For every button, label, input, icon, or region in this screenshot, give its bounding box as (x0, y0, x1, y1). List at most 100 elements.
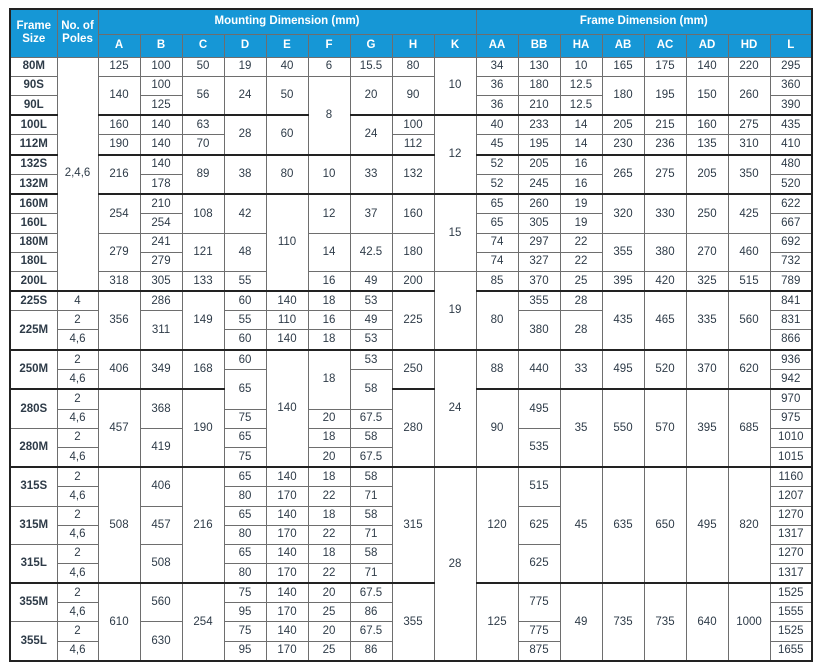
table-row: 280M 2 419 65 18 58 535 1010 (9, 427, 813, 468)
cell-frame: 80M (9, 56, 58, 77)
cell-frame: 280S (9, 388, 58, 429)
cell-L: 295 (769, 56, 813, 77)
cell-G: 49 (349, 310, 393, 331)
cell-HA: 14 (559, 113, 603, 136)
column-header-HA: HA (559, 33, 603, 58)
cell-poles: 2 (56, 621, 99, 642)
cell-C: 108 (181, 193, 225, 234)
column-header-B: B (139, 33, 183, 58)
cell-AB: 435 (601, 290, 645, 351)
cell-F: 6 (307, 56, 351, 77)
cell-B: 560 (139, 582, 183, 623)
cell-D: 24 (223, 75, 267, 116)
table-row: 80M 2,4,6 125 100 50 19 40 6 15.5 80 10 34 130 10 165 1… (9, 56, 813, 292)
cell-F: 12 (307, 193, 351, 234)
cell-L: 390 (769, 94, 813, 116)
cell-AD: 335 (685, 290, 729, 351)
cell-G: 15.5 (349, 56, 393, 77)
cell-AA: 120 (475, 466, 519, 584)
table-row: 160M 254 210 108 42 110 12 37 160 15 65 260 19 320 330… (9, 193, 813, 292)
cell-BB: 495 (517, 388, 561, 429)
cell-G: 20 (349, 75, 393, 116)
table-row: 315S 2 508 406 216 65 140 18 58 315 28 120 515 45 635 6… (9, 466, 813, 662)
cell-HA: 12.5 (559, 75, 603, 96)
cell-E: 170 (265, 562, 309, 584)
cell-AA: 88 (475, 348, 519, 390)
table-row: 160L 254 65 305 19 667 (9, 213, 813, 234)
cell-HD: 260 (727, 75, 771, 116)
cell-poles: 2 (56, 505, 99, 526)
table-row: 4,6 75 20 67.5 975 (10, 408, 813, 429)
cell-A: 140 (97, 75, 141, 116)
cell-F: 10 (307, 153, 351, 195)
cell-BB: 297 (517, 232, 561, 253)
cell-G: 53 (349, 348, 393, 371)
cell-L: 520 (769, 173, 813, 195)
cell-D: 65 (223, 427, 267, 448)
cell-A: 216 (97, 153, 141, 195)
cell-B: 311 (139, 310, 183, 351)
cell-F: 18 (307, 505, 351, 526)
cell-E: 140 (265, 348, 309, 468)
cell-D: 75 (223, 582, 267, 604)
cell-AC: 520 (643, 348, 687, 390)
cell-frame: 315M (9, 505, 58, 545)
cell-AD: 640 (685, 582, 729, 662)
cell-F: 20 (307, 582, 351, 604)
cell-F: 18 (307, 348, 351, 410)
cell-E: 170 (265, 524, 309, 545)
cell-poles: 2 (56, 543, 99, 564)
cell-A: 254 (97, 193, 141, 234)
cell-L: 480 (769, 153, 813, 175)
cell-D: 75 (223, 408, 267, 429)
cell-BB: 515 (517, 466, 561, 507)
cell-HA: 25 (559, 270, 603, 292)
cell-AB: 395 (601, 270, 645, 292)
cell-G: 58 (349, 427, 393, 448)
cell-E: 170 (265, 640, 309, 662)
cell-E: 140 (265, 621, 309, 642)
cell-AA: 85 (475, 270, 519, 292)
cell-AA: 90 (475, 388, 519, 468)
cell-HD: 275 (727, 113, 771, 136)
cell-G: 58 (349, 505, 393, 526)
cell-frame: 160M (9, 193, 58, 215)
cell-AD: 395 (685, 388, 729, 468)
column-header-L: L (769, 33, 813, 58)
table-row: 225S 4 356 286 149 60 140 18 53 225 80 355 28 435 465 3… (9, 290, 813, 351)
cell-D: 38 (223, 153, 267, 195)
cell-frame: 180L (9, 251, 58, 272)
cell-AA: 36 (475, 94, 519, 116)
cell-L: 1015 (769, 446, 813, 468)
cell-L: 975 (769, 408, 813, 429)
table-row: 315M 2 457 65 140 18 58 625 1270 (9, 505, 813, 545)
cell-HD: 425 (727, 193, 771, 234)
column-header-K: K (433, 33, 477, 58)
cell-L: 1207 (769, 486, 813, 507)
cell-frame: 200L (9, 270, 58, 292)
cell-G: 86 (349, 602, 393, 623)
cell-E: 60 (265, 113, 309, 156)
cell-E: 50 (265, 75, 309, 116)
cell-L: 1655 (769, 640, 813, 662)
cell-L: 1525 (769, 582, 813, 604)
cell-BB: 380 (517, 310, 561, 351)
cell-B: 178 (139, 173, 183, 195)
cell-frame: 180M (9, 232, 58, 253)
cell-AA: 52 (475, 153, 519, 175)
cell-D: 28 (223, 113, 267, 156)
cell-AB: 320 (601, 193, 645, 234)
cell-E: 110 (265, 310, 309, 331)
cell-F: 22 (307, 562, 351, 584)
cell-poles: 4 (56, 290, 99, 312)
cell-L: 942 (769, 369, 813, 390)
cell-F: 20 (307, 621, 351, 642)
cell-poles: 4,6 (56, 408, 99, 429)
cell-A: 457 (97, 388, 141, 468)
cell-frame: 225M (9, 310, 58, 351)
table-row: 355M 2 610 560 254 75 140 20 67.5 355 125 775 49 735 7… (9, 582, 813, 662)
cell-B: 279 (139, 251, 183, 272)
table-row: 355L 2 630 75 140 20 67.5 775 1525 (9, 621, 813, 662)
cell-poles: 4,6 (56, 486, 99, 507)
